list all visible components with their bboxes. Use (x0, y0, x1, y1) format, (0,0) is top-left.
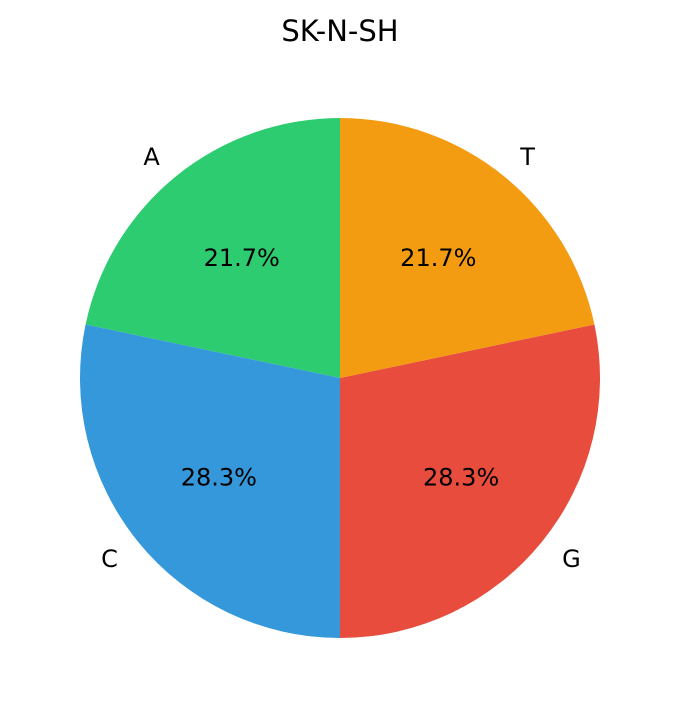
pie-slice-A (85, 118, 340, 378)
pie-slice-G (340, 324, 601, 638)
pie-slices (79, 118, 601, 638)
slice-percentage: 28.3% (181, 463, 257, 491)
slice-label: G (562, 545, 581, 573)
slice-percentage: 21.7% (204, 244, 280, 272)
slice-label: C (101, 545, 118, 573)
chart-title: SK-N-SH (281, 14, 398, 48)
slice-percentage: 21.7% (400, 244, 476, 272)
pie-labels: A 21.7% C 28.3% G 28.3% T 21.7% (101, 143, 581, 573)
pie-slice-C (79, 324, 340, 638)
slice-percentage: 28.3% (423, 463, 499, 491)
pie-slice-T (340, 118, 595, 378)
slice-label: T (519, 143, 535, 171)
slice-label: A (143, 143, 160, 171)
